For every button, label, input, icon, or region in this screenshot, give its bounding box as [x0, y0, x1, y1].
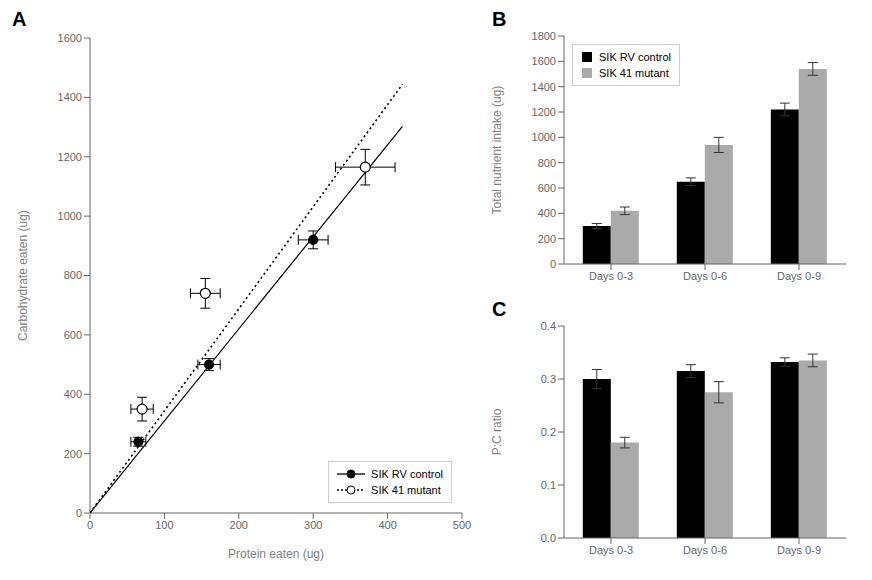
html-text:B: B — [492, 8, 507, 30]
svg-text:1800: 1800 — [532, 30, 556, 42]
svg-text:1200: 1200 — [532, 106, 556, 118]
svg-text:Days 0-3: Days 0-3 — [589, 270, 633, 282]
svg-text:400: 400 — [64, 388, 82, 400]
svg-text:100: 100 — [155, 519, 173, 531]
svg-text:0: 0 — [550, 258, 556, 270]
svg-text:1600: 1600 — [58, 32, 82, 44]
svg-text:0: 0 — [87, 519, 93, 531]
svg-text:1200: 1200 — [58, 151, 82, 163]
svg-text:0.4: 0.4 — [541, 320, 556, 332]
svg-text:1000: 1000 — [58, 210, 82, 222]
svg-text:0.3: 0.3 — [541, 373, 556, 385]
html-text:C: C — [492, 298, 507, 320]
svg-text:Days 0-9: Days 0-9 — [777, 270, 821, 282]
svg-text:Days 0-3: Days 0-3 — [589, 544, 633, 556]
svg-text:500: 500 — [453, 519, 471, 531]
svg-text:0: 0 — [76, 507, 82, 519]
svg-text:400: 400 — [378, 519, 396, 531]
svg-text:0.2: 0.2 — [541, 426, 556, 438]
svg-text:1400: 1400 — [532, 81, 556, 93]
svg-text:0.0: 0.0 — [541, 532, 556, 544]
svg-text:400: 400 — [538, 207, 556, 219]
svg-text:1600: 1600 — [532, 55, 556, 67]
html-text:A: A — [12, 8, 27, 30]
svg-text:Days 0-6: Days 0-6 — [683, 544, 727, 556]
svg-text:1000: 1000 — [532, 131, 556, 143]
svg-text:P:C ratio: P:C ratio — [490, 408, 504, 455]
svg-text:200: 200 — [64, 448, 82, 460]
svg-text:200: 200 — [538, 233, 556, 245]
html-text:SIK 41 mutant: SIK 41 mutant — [599, 67, 669, 79]
svg-text:1400: 1400 — [58, 91, 82, 103]
svg-text:200: 200 — [230, 519, 248, 531]
svg-text:600: 600 — [538, 182, 556, 194]
svg-text:Protein eaten (ug): Protein eaten (ug) — [228, 547, 324, 561]
svg-text:800: 800 — [64, 269, 82, 281]
svg-text:0.1: 0.1 — [541, 479, 556, 491]
svg-text:600: 600 — [64, 329, 82, 341]
html-text:SIK RV control: SIK RV control — [599, 51, 671, 63]
svg-text:Total nutrient intake (ug): Total nutrient intake (ug) — [490, 86, 504, 215]
svg-text:800: 800 — [538, 157, 556, 169]
svg-text:300: 300 — [304, 519, 322, 531]
html-text:SIK 41 mutant: SIK 41 mutant — [371, 484, 441, 496]
svg-text:Days 0-6: Days 0-6 — [683, 270, 727, 282]
html-text:SIK RV control: SIK RV control — [371, 468, 443, 480]
svg-text:Carbohydrate eaten (ug): Carbohydrate eaten (ug) — [16, 210, 30, 341]
svg-text:Days 0-9: Days 0-9 — [777, 544, 821, 556]
